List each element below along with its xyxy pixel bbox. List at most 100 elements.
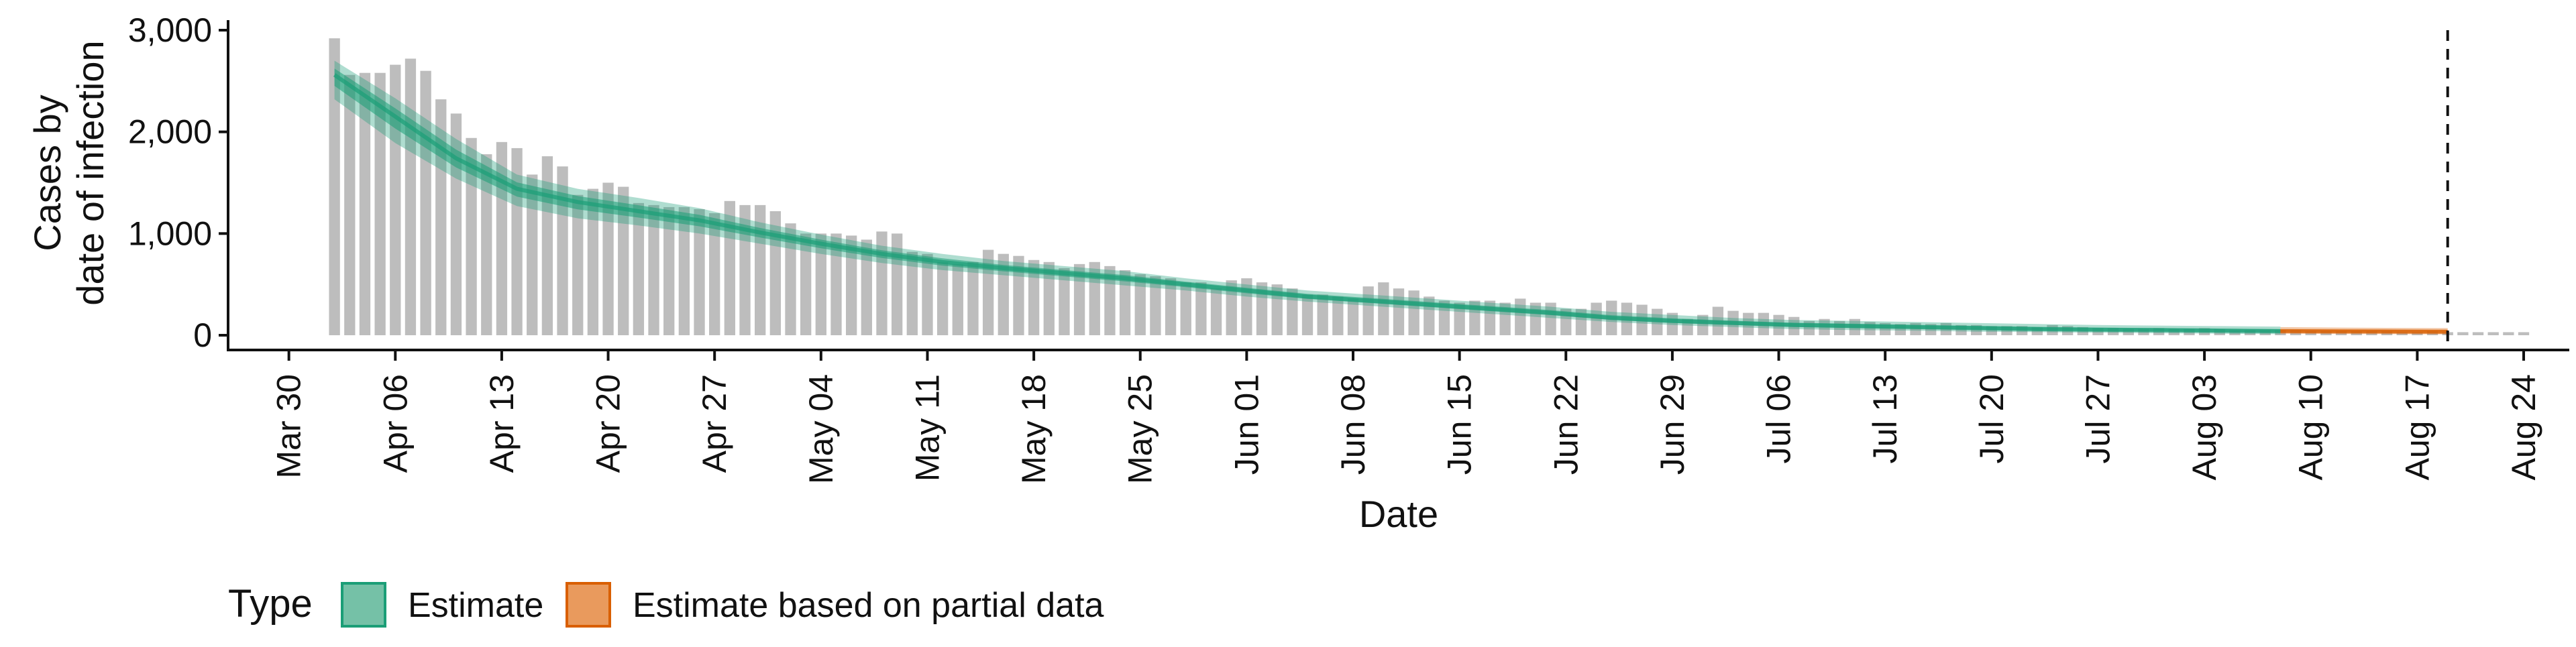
case-bar bbox=[1180, 282, 1191, 335]
case-bar bbox=[633, 202, 645, 335]
case-bar bbox=[2412, 332, 2423, 335]
case-bar bbox=[1210, 288, 1222, 335]
case-bar bbox=[1073, 263, 1085, 335]
y-axis-title-line: Cases by bbox=[26, 95, 68, 251]
y-axis-title-line: date of infection bbox=[69, 40, 111, 305]
x-tick-label: Apr 06 bbox=[376, 374, 414, 473]
case-bar bbox=[557, 166, 568, 335]
case-bar bbox=[1059, 268, 1070, 335]
x-tick-label: Jul 27 bbox=[2079, 374, 2116, 463]
case-bar bbox=[329, 38, 340, 336]
case-bar bbox=[1515, 298, 1526, 335]
x-tick-label: Aug 24 bbox=[2505, 374, 2542, 480]
case-bar bbox=[1195, 282, 1207, 335]
case-bar bbox=[2487, 332, 2499, 335]
x-tick-label: Apr 27 bbox=[696, 374, 733, 473]
x-tick-label: Apr 20 bbox=[590, 374, 627, 473]
x-tick-label: Mar 30 bbox=[270, 374, 308, 479]
case-bar bbox=[952, 263, 963, 335]
case-bar bbox=[982, 249, 994, 335]
bars-layer bbox=[329, 38, 2530, 336]
x-tick-label: Jul 13 bbox=[1866, 374, 1904, 463]
case-bar bbox=[527, 174, 538, 335]
case-bar bbox=[648, 204, 659, 335]
case-bar bbox=[572, 194, 584, 335]
case-bar bbox=[2518, 332, 2530, 335]
x-tick-label: Jun 29 bbox=[1654, 374, 1691, 475]
axes-layer: 0 1,000 2,000 3,000 Mar 30 Apr 06 Apr 13 Apr 20… bbox=[26, 11, 2569, 535]
case-bar bbox=[374, 72, 386, 335]
case-bar bbox=[420, 70, 431, 336]
case-bar bbox=[1332, 296, 1344, 335]
case-bar bbox=[936, 261, 949, 335]
estimate-band-layer bbox=[333, 60, 2448, 335]
x-tick-label: May 25 bbox=[1122, 374, 1159, 484]
case-bar bbox=[1271, 284, 1283, 335]
x-tick-label: Jun 15 bbox=[1441, 374, 1479, 475]
case-bar bbox=[830, 233, 842, 335]
case-bar bbox=[2396, 332, 2408, 335]
case-bar bbox=[998, 253, 1009, 335]
case-bar bbox=[1408, 290, 1419, 335]
case-bar bbox=[800, 233, 812, 335]
legend-title: Type bbox=[228, 582, 313, 626]
y-axis-title: Cases bydate of infection bbox=[26, 40, 111, 305]
x-tick-label: Jun 08 bbox=[1334, 374, 1372, 475]
case-bar bbox=[618, 186, 629, 335]
x-tick-label: Aug 10 bbox=[2292, 374, 2330, 480]
legend-swatch bbox=[566, 582, 611, 628]
case-bar bbox=[602, 182, 614, 335]
case-bar bbox=[1317, 294, 1328, 335]
case-bar bbox=[2457, 332, 2469, 335]
x-tick-label: Jul 20 bbox=[1973, 374, 2010, 463]
case-bar bbox=[1013, 255, 1024, 335]
legend-label: Estimate bbox=[408, 586, 543, 625]
x-tick-label: Aug 17 bbox=[2398, 374, 2436, 480]
case-bar bbox=[2138, 329, 2149, 335]
partial-estimate-median-line bbox=[2280, 329, 2448, 334]
case-bar bbox=[1256, 282, 1268, 335]
case-bar bbox=[359, 72, 371, 335]
case-bar bbox=[450, 113, 462, 335]
x-tick-label: May 11 bbox=[908, 374, 946, 481]
case-bar bbox=[390, 64, 401, 336]
case-bar bbox=[1393, 288, 1405, 335]
case-bar bbox=[2472, 332, 2484, 335]
y-tick-label: 1,000 bbox=[128, 215, 212, 252]
case-bar bbox=[861, 239, 872, 335]
case-bar bbox=[678, 207, 690, 335]
y-tick-label: 2,000 bbox=[128, 113, 212, 151]
case-bar bbox=[1134, 274, 1146, 335]
case-bar bbox=[967, 261, 979, 335]
case-bar bbox=[922, 253, 933, 335]
case-bar bbox=[724, 200, 736, 335]
x-tick-label: Apr 13 bbox=[483, 374, 521, 473]
y-tick-label: 3,000 bbox=[128, 11, 212, 49]
x-tick-label: Jul 06 bbox=[1760, 374, 1798, 463]
case-bar bbox=[481, 154, 492, 336]
case-bar bbox=[663, 207, 675, 335]
case-bar bbox=[2123, 329, 2134, 335]
case-bar bbox=[694, 209, 705, 335]
case-bar bbox=[1089, 261, 1100, 335]
case-bar bbox=[587, 188, 599, 335]
case-bar bbox=[1150, 276, 1161, 335]
case-bar bbox=[2503, 332, 2514, 335]
x-tick-label: May 18 bbox=[1015, 374, 1053, 484]
estimate-median-line bbox=[333, 73, 2281, 333]
case-bar bbox=[405, 58, 417, 335]
y-tick-label: 0 bbox=[193, 316, 212, 354]
case-bar bbox=[1226, 280, 1237, 335]
case-bar bbox=[1119, 270, 1131, 335]
case-bar bbox=[1043, 261, 1055, 335]
legend-swatch bbox=[341, 582, 386, 628]
x-tick-label: Aug 03 bbox=[2186, 374, 2223, 480]
case-bar bbox=[1378, 282, 1389, 335]
case-bar bbox=[785, 223, 796, 335]
case-bar bbox=[1454, 302, 1465, 335]
x-tick-label: Jun 22 bbox=[1547, 374, 1585, 475]
case-bar bbox=[1301, 294, 1313, 335]
case-bar bbox=[739, 204, 751, 335]
